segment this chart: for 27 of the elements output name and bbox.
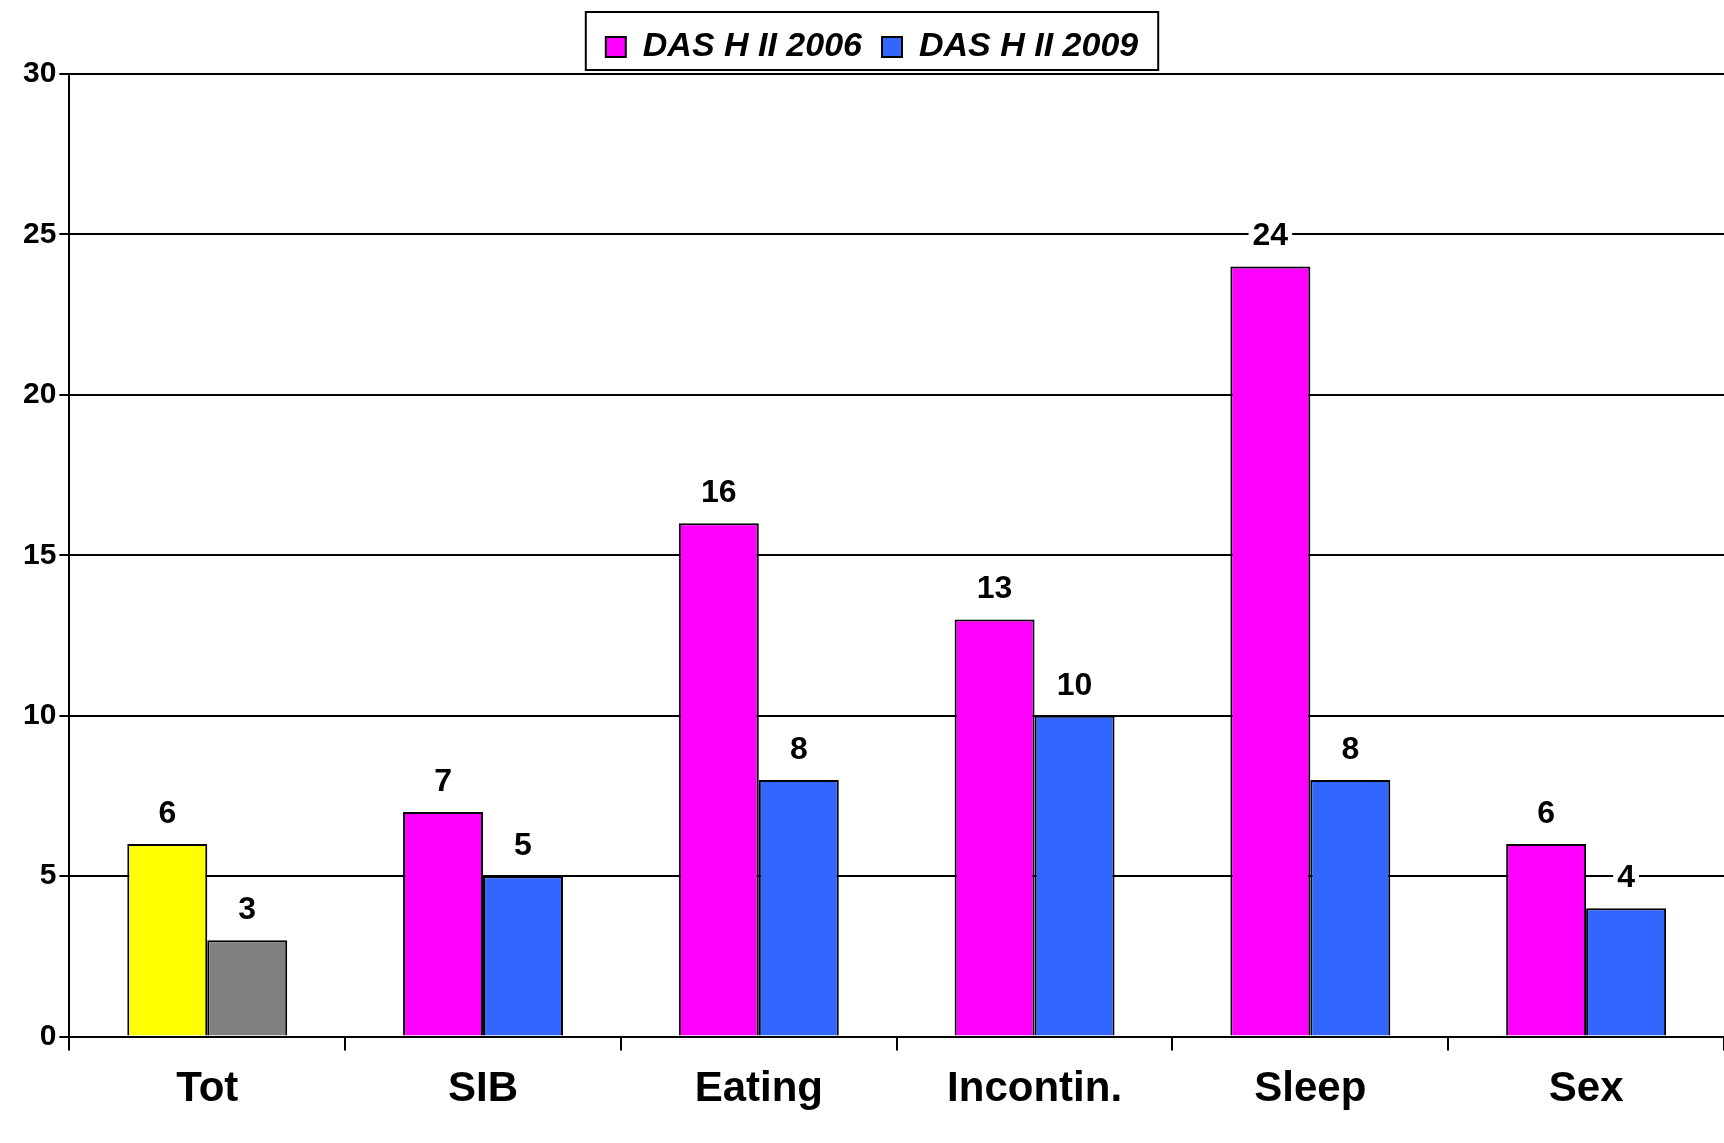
y-tick-label: 5 (39, 857, 57, 891)
data-label: 6 (1537, 793, 1556, 830)
data-label: 7 (434, 761, 452, 798)
y-tick-label: 0 (39, 1017, 57, 1051)
data-label: 13 (976, 569, 1013, 606)
y-tick-label: 25 (22, 215, 57, 249)
x-tick-label: Eating (694, 1063, 823, 1111)
x-tick-label: Incontin. (947, 1063, 1123, 1111)
x-tick-label: SIB (448, 1063, 519, 1111)
data-label: 6 (158, 793, 177, 830)
y-tick-label: 20 (22, 376, 57, 410)
data-label: 10 (1056, 665, 1093, 702)
x-tick-label: Sleep (1254, 1063, 1367, 1111)
y-tick-label: 10 (22, 697, 57, 730)
data-label: 16 (701, 473, 737, 510)
legend-label: DAS H II 2009 (919, 25, 1139, 64)
data-label: 8 (789, 729, 808, 766)
y-tick-label: 15 (22, 536, 57, 570)
legend-label: DAS H II 2006 (642, 25, 864, 64)
data-label: 5 (514, 825, 532, 862)
x-tick-label: Tot (176, 1063, 239, 1111)
x-tick-label: Sex (1548, 1063, 1625, 1111)
y-tick-label: 30 (22, 55, 57, 89)
data-label: 3 (238, 890, 257, 927)
data-label: 4 (1617, 858, 1636, 895)
data-label: 24 (1252, 216, 1289, 253)
data-label: 8 (1341, 729, 1360, 766)
